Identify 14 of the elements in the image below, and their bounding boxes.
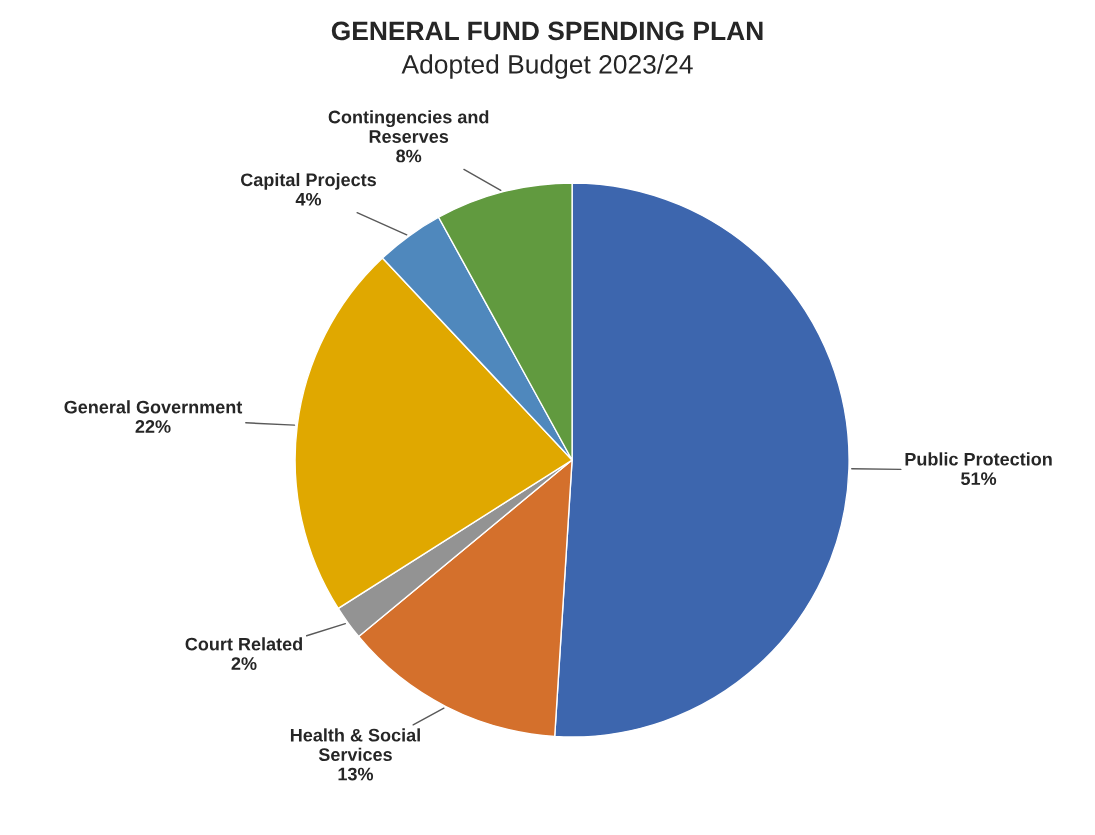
slice-label: Contingencies and Reserves [328, 110, 489, 143]
slice-label: Public Protection [905, 452, 1052, 466]
data-label: 22% [135, 420, 171, 433]
slice-label: Court Related [185, 637, 302, 651]
data-label: 2% [231, 657, 257, 670]
slice-label: General Government [64, 400, 243, 414]
data-label: 13% [338, 767, 374, 781]
data-label: 51% [961, 472, 997, 486]
chart-title: GENERAL FUND SPENDING PLAN [331, 21, 763, 41]
slice-label: Capital Projects [240, 172, 376, 190]
slice-label: Health & Social Services [290, 728, 420, 762]
chart-subtitle: Adopted Budget 2023/24 [401, 54, 693, 79]
data-label: 8% [396, 149, 422, 163]
data-label: 4% [295, 192, 322, 206]
